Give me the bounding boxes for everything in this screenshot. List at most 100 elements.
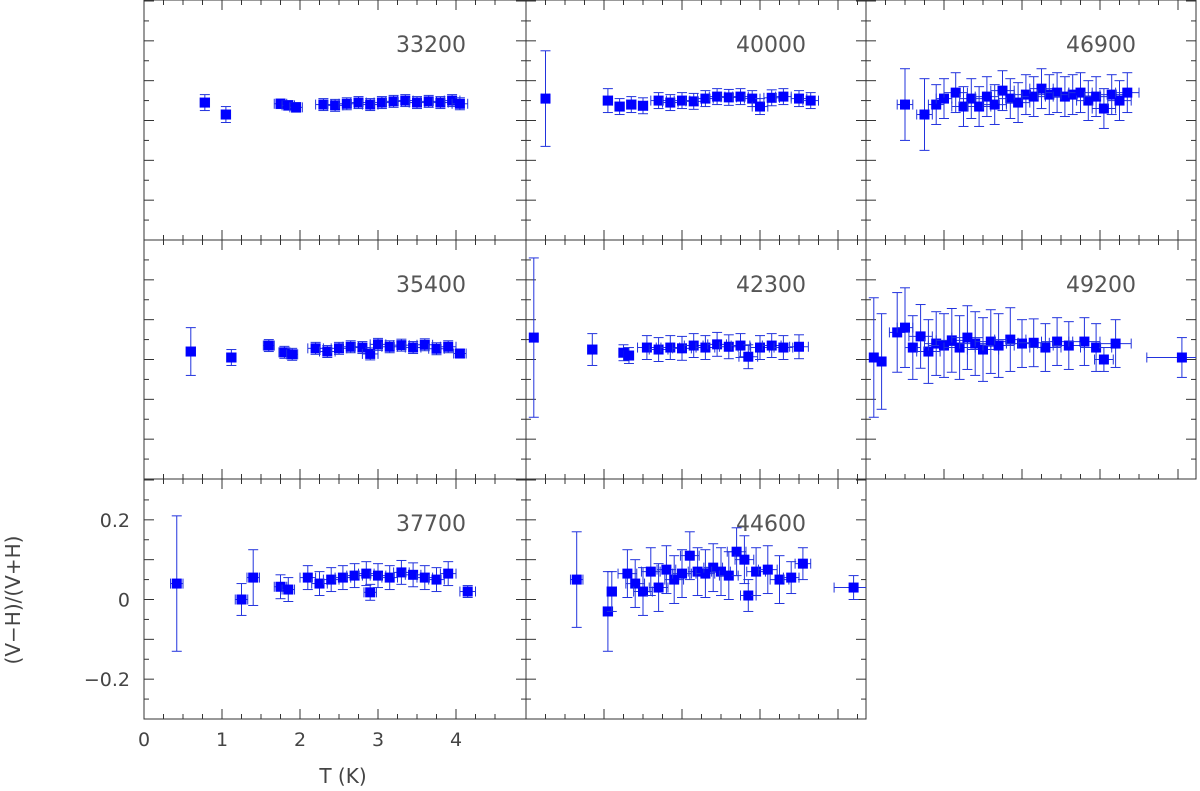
data-point (432, 96, 449, 110)
marker-square (797, 558, 808, 569)
marker-square (751, 566, 762, 577)
marker-square (528, 332, 539, 343)
data-point (234, 583, 249, 616)
data-point (1029, 323, 1062, 372)
marker-square (919, 109, 930, 120)
x-axis-label: T (K) (318, 764, 366, 788)
marker-square (712, 91, 723, 102)
marker-square (443, 568, 454, 579)
data-point (602, 88, 614, 114)
data-point (982, 313, 1015, 378)
data-point (794, 547, 812, 581)
data-point (338, 97, 356, 111)
marker-square (283, 584, 294, 595)
marker-square (1059, 91, 1070, 102)
data-point (1099, 319, 1132, 368)
data-point (672, 549, 692, 599)
marker-square (1098, 103, 1109, 114)
marker-square (275, 581, 286, 592)
data-point (262, 339, 275, 353)
marker-square (872, 101, 882, 111)
data-point (916, 78, 933, 151)
marker-square (220, 109, 231, 120)
data-point (726, 527, 747, 577)
marker-square (641, 342, 652, 353)
marker-square (723, 92, 734, 103)
marker-square (700, 93, 711, 104)
data-point (662, 94, 679, 112)
panel-35400: 35400 (143, 239, 527, 480)
marker-square (1036, 83, 1047, 94)
data-point (833, 575, 866, 600)
marker-square (653, 582, 664, 593)
data-point (1060, 74, 1085, 116)
panel-points (540, 50, 883, 147)
marker-square (669, 574, 680, 585)
data-point (528, 257, 539, 418)
marker-square (1075, 87, 1086, 98)
marker-square (423, 96, 434, 107)
marker-square (958, 101, 969, 112)
data-point (648, 563, 669, 612)
marker-square (454, 348, 465, 359)
x-tick-label: 3 (372, 729, 384, 751)
marker-square (400, 95, 411, 106)
marker-square (716, 566, 726, 577)
marker-square (653, 344, 664, 355)
data-point (246, 549, 260, 606)
marker-square (755, 101, 765, 112)
marker-square (876, 356, 887, 367)
data-point (617, 549, 638, 599)
marker-square (171, 578, 182, 589)
marker-square (353, 97, 364, 108)
marker-square (962, 332, 973, 343)
marker-square (848, 582, 859, 593)
marker-square (700, 342, 711, 353)
panel-frame (143, 0, 527, 241)
panel-ticks (525, 0, 866, 241)
data-point (683, 333, 704, 359)
data-point (871, 101, 883, 111)
data-point (393, 338, 410, 352)
data-point (326, 98, 344, 112)
data-point (330, 341, 348, 355)
data-point (381, 565, 398, 591)
y-tick-label: 0.2 (100, 510, 130, 532)
marker-square (462, 586, 473, 597)
marker-square (314, 578, 325, 589)
marker-square (950, 87, 961, 98)
marker-square (997, 85, 1008, 96)
marker-square (712, 339, 723, 350)
marker-square (688, 340, 699, 351)
marker-square (688, 96, 699, 107)
data-point (540, 50, 551, 147)
data-point (738, 344, 759, 370)
marker-square (747, 93, 758, 104)
data-point (730, 333, 751, 359)
marker-square (645, 566, 656, 577)
panel-37700: 37700 0 1 2 3 4 −0.2 0 0.2 (84, 478, 527, 751)
marker-square (606, 586, 617, 597)
panel-label: 44600 (736, 512, 806, 537)
data-point (369, 337, 387, 351)
panel-frame (143, 478, 527, 720)
marker-square (985, 336, 996, 347)
panel-label: 49200 (1066, 273, 1136, 298)
marker-square (376, 97, 387, 108)
data-point (672, 335, 692, 361)
marker-square (1106, 89, 1117, 100)
marker-square (993, 340, 1004, 351)
marker-square (361, 568, 372, 579)
marker-square (766, 340, 777, 351)
marker-square (774, 574, 785, 585)
data-point (673, 92, 691, 110)
marker-square (638, 586, 648, 597)
data-point (286, 347, 299, 361)
marker-square (794, 93, 804, 104)
panel-points (896, 68, 1140, 151)
data-point (1068, 317, 1101, 366)
data-point (1013, 74, 1039, 116)
y-tick-label: 0 (118, 590, 130, 612)
marker-square (766, 92, 777, 103)
marker-square (1083, 95, 1094, 106)
